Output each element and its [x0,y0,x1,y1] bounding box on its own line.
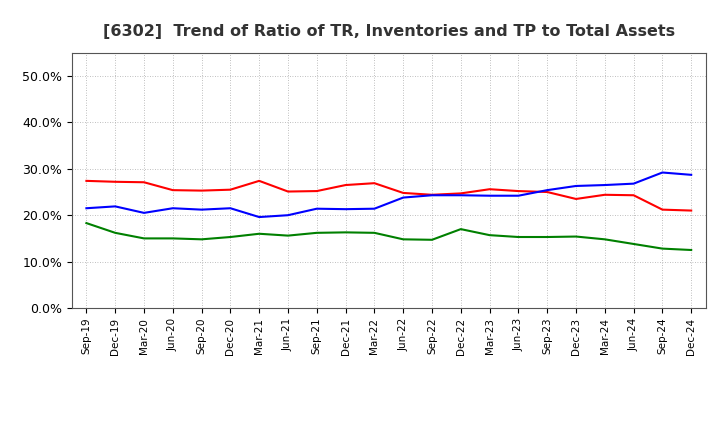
Trade Receivables [111,179,120,184]
Trade Payables [168,236,177,241]
Trade Payables [428,237,436,242]
Trade Receivables [284,189,292,194]
Trade Receivables [140,180,148,185]
Trade Receivables [687,208,696,213]
Trade Payables [312,230,321,235]
Trade Payables [629,241,638,246]
Inventories [111,204,120,209]
Inventories [428,193,436,198]
Line: Trade Payables: Trade Payables [86,223,691,250]
Trade Payables [140,236,148,241]
Trade Receivables [543,189,552,194]
Trade Payables [456,227,465,232]
Trade Payables [399,237,408,242]
Trade Receivables [428,192,436,198]
Trade Receivables [485,187,494,192]
Trade Payables [485,232,494,238]
Trade Payables [111,230,120,235]
Trade Payables [687,247,696,253]
Inventories [370,206,379,211]
Trade Receivables [226,187,235,192]
Trade Payables [197,237,206,242]
Trade Receivables [370,180,379,186]
Inventories [456,193,465,198]
Trade Payables [600,237,609,242]
Trade Payables [226,235,235,240]
Inventories [600,183,609,188]
Inventories [82,205,91,211]
Line: Inventories: Inventories [86,172,691,217]
Trade Receivables [514,188,523,194]
Trade Payables [82,220,91,226]
Trade Receivables [197,188,206,193]
Trade Receivables [456,191,465,196]
Inventories [140,210,148,216]
Trade Payables [341,230,350,235]
Inventories [197,207,206,212]
Trade Receivables [341,183,350,188]
Inventories [572,183,580,189]
Line: Trade Receivables: Trade Receivables [86,181,691,211]
Inventories [514,193,523,198]
Inventories [399,195,408,200]
Inventories [658,170,667,175]
Trade Payables [514,235,523,240]
Trade Receivables [658,207,667,212]
Trade Receivables [82,178,91,183]
Trade Receivables [572,196,580,202]
Trade Payables [255,231,264,236]
Inventories [168,205,177,211]
Inventories [687,172,696,177]
Inventories [255,214,264,220]
Trade Receivables [255,178,264,183]
Trade Receivables [168,187,177,193]
Trade Payables [370,230,379,235]
Trade Receivables [312,188,321,194]
Inventories [226,205,235,211]
Trade Payables [284,233,292,238]
Trade Receivables [399,190,408,195]
Trade Payables [572,234,580,239]
Inventories [284,213,292,218]
Inventories [485,193,494,198]
Trade Receivables [600,192,609,198]
Inventories [341,206,350,212]
Trade Payables [658,246,667,251]
Inventories [312,206,321,211]
Text: [6302]  Trend of Ratio of TR, Inventories and TP to Total Assets: [6302] Trend of Ratio of TR, Inventories… [103,24,675,39]
Trade Payables [543,235,552,240]
Inventories [543,187,552,193]
Trade Receivables [629,193,638,198]
Inventories [629,181,638,186]
